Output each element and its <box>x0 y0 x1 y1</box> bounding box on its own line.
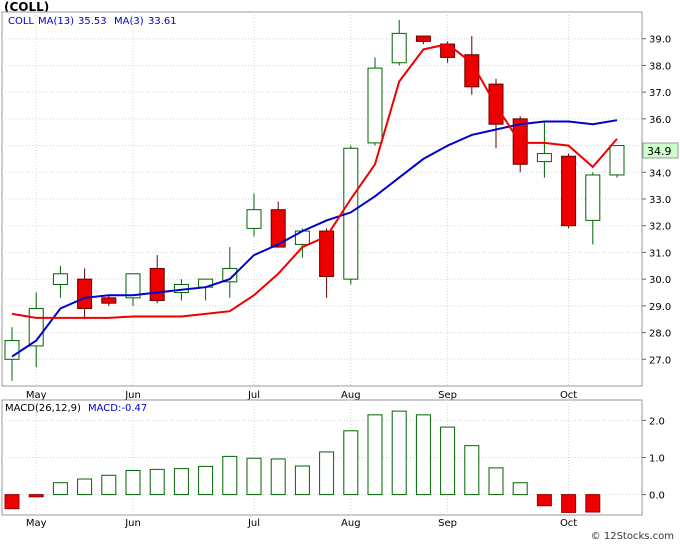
candle-body-down <box>464 54 480 88</box>
price-y-tick-label: 32.0 <box>649 222 671 233</box>
macd-y-tick-label: 2.0 <box>649 416 665 427</box>
candle-body-up <box>246 209 262 229</box>
price-y-tick-label: 29.0 <box>649 302 671 313</box>
macd-bar-positive <box>367 414 383 496</box>
macd-bar-positive <box>319 451 335 496</box>
macd-value-label: MACD:-0.47 <box>88 403 147 414</box>
price-y-tick-label: 30.0 <box>649 275 671 286</box>
candle-body-down <box>149 267 165 302</box>
macd-bar-negative <box>28 494 44 498</box>
price-x-tick-label: Jul <box>247 390 260 401</box>
ma13-line <box>11 119 618 358</box>
price-y-axis: 27.028.029.030.031.032.033.034.035.036.0… <box>642 35 671 366</box>
candle-body-up <box>536 153 552 163</box>
watermark: © 12Stocks.com <box>590 531 674 542</box>
last-price-label: 34.9 <box>647 145 672 158</box>
macd-bar-positive <box>294 465 310 496</box>
macd-bar-positive <box>149 468 165 496</box>
macd-bar-negative <box>585 494 601 513</box>
macd-bar-negative <box>536 494 552 507</box>
price-y-tick-label: 33.0 <box>649 195 671 206</box>
macd-x-tick-label: Jun <box>124 518 141 529</box>
candle-body-down <box>77 278 93 310</box>
price-y-tick-label: 31.0 <box>649 248 671 259</box>
macd-bar-negative <box>4 494 20 510</box>
macd-bar-positive <box>343 430 359 496</box>
macd-bar-positive <box>198 465 214 496</box>
last-price-badge: 34.9 <box>642 142 679 159</box>
candle-body-up <box>367 67 383 144</box>
macd-bar-positive <box>488 467 504 496</box>
candle-body-down <box>319 230 335 277</box>
candle-body-down <box>415 35 431 42</box>
candle-body-up <box>125 273 141 299</box>
macd-bar-negative <box>561 494 577 513</box>
legend-symbol: COLL <box>8 16 34 27</box>
candle-body-up <box>52 273 68 285</box>
candle-body-down <box>561 155 577 227</box>
macd-y-tick-label: 1.0 <box>649 454 665 465</box>
macd-bar-positive <box>52 482 68 496</box>
macd-panel: 0.0 1.0 2.0 May Jun Jul Aug Sep Oct MACD(26,12,… <box>1 399 665 529</box>
price-y-tick-label: 37.0 <box>649 88 671 99</box>
price-legend: COLL MA(13) 35.53 MA(3) 33.61 <box>8 16 177 27</box>
macd-bar-positive <box>415 414 431 496</box>
macd-bar-positive <box>391 410 407 496</box>
price-x-tick-label: Oct <box>560 390 577 401</box>
legend-ma13-value: 35.53 <box>78 16 107 27</box>
ma3-line <box>11 43 618 319</box>
candle-body-up <box>609 145 625 176</box>
price-panel: 27.028.029.030.031.032.033.034.035.036.0… <box>1 11 679 401</box>
moving-average-lines <box>11 43 618 358</box>
macd-bar-positive <box>77 478 93 496</box>
macd-bar-positive <box>101 474 117 496</box>
legend-ma3-label: MA(3) <box>114 16 144 27</box>
macd-legend-label: MACD(26,12,9) <box>5 403 81 414</box>
macd-histogram <box>4 410 601 513</box>
macd-y-axis: 0.0 1.0 2.0 <box>642 416 665 502</box>
legend-ma3-value: 33.61 <box>148 16 177 27</box>
macd-x-tick-label: Aug <box>341 518 361 529</box>
macd-x-axis: May Jun Jul Aug Sep Oct <box>26 518 577 529</box>
candle-body-up <box>391 32 407 64</box>
price-y-tick-label: 34.0 <box>649 168 671 179</box>
last-price-badge-box <box>642 142 679 159</box>
price-x-tick-label: May <box>26 390 47 401</box>
macd-x-tick-label: Jul <box>247 518 260 529</box>
macd-bar-positive <box>222 455 238 496</box>
legend-ma13-label: MA(13) <box>38 16 74 27</box>
macd-bar-positive <box>440 426 456 496</box>
macd-bar-positive <box>173 468 189 496</box>
macd-bar-positive <box>464 445 480 496</box>
price-x-tick-label: Sep <box>438 390 457 401</box>
macd-y-tick-label: 0.0 <box>649 491 665 502</box>
ticker-title: (COLL) <box>4 0 50 14</box>
price-y-tick-label: 39.0 <box>649 35 671 46</box>
macd-x-tick-label: May <box>26 518 47 529</box>
price-y-tick-label: 28.0 <box>649 329 671 340</box>
macd-bar-positive <box>512 482 528 496</box>
macd-bar-positive <box>125 469 141 496</box>
price-x-tick-label: Jun <box>124 390 141 401</box>
macd-bar-positive <box>246 457 262 496</box>
price-y-tick-label: 36.0 <box>649 115 671 126</box>
candle-body-down <box>101 297 117 304</box>
price-x-axis: May Jun Jul Aug Sep Oct <box>26 390 577 401</box>
candle-body-up <box>585 174 601 221</box>
macd-x-tick-label: Sep <box>438 518 457 529</box>
candle-body-up <box>222 267 238 283</box>
macd-bar-positive <box>270 458 286 496</box>
candle-body-down <box>270 209 286 248</box>
price-y-tick-label: 27.0 <box>649 355 671 366</box>
price-x-tick-label: Aug <box>341 390 361 401</box>
price-y-tick-label: 38.0 <box>649 61 671 72</box>
macd-x-tick-label: Oct <box>560 518 577 529</box>
